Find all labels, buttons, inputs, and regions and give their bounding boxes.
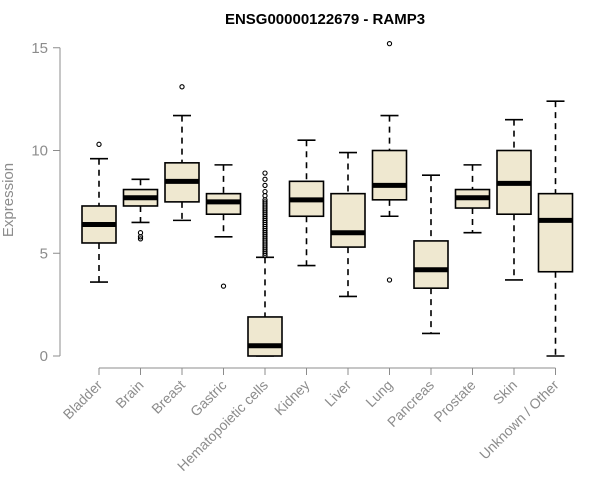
boxes-group [81, 40, 574, 357]
y-tick-label: 10 [31, 143, 48, 160]
chart-title: ENSG00000122679 - RAMP3 [225, 11, 425, 28]
box-hematopoietic-cells [247, 170, 283, 357]
box-skin [496, 118, 532, 281]
box-gastric [205, 164, 242, 289]
box-liver [330, 151, 366, 298]
y-axis-label: Expression [0, 163, 17, 237]
outlier-point [386, 277, 393, 283]
outlier-point [96, 141, 102, 147]
iqr-box [371, 149, 408, 201]
x-tick-label: Breast [148, 377, 188, 417]
iqr-box [247, 316, 283, 357]
y-axis: 0 5 10 15 [31, 40, 61, 365]
box-brain [122, 178, 159, 242]
box-pancreas [413, 174, 449, 335]
x-tick-label: Kidney [271, 377, 313, 419]
outlier-point [179, 84, 185, 90]
outlier-point [262, 188, 268, 195]
iqr-box [330, 192, 366, 248]
outlier-point [137, 236, 144, 242]
y-tick-label: 15 [31, 40, 48, 57]
x-tick-label: Liver [321, 377, 354, 410]
outlier-point [262, 182, 268, 189]
x-tick-label: Brain [112, 377, 146, 411]
x-tick-label: Lung [362, 377, 395, 410]
outlier-point [137, 234, 144, 240]
outlier-point [262, 176, 268, 182]
outlier-point [262, 170, 268, 176]
outlier-point [386, 40, 393, 47]
x-tick-label: Bladder [60, 377, 106, 423]
iqr-box [413, 240, 449, 289]
box-breast [164, 84, 200, 222]
box-bladder [81, 141, 117, 283]
y-tick-label: 5 [40, 245, 48, 262]
box-prostate [454, 164, 491, 234]
box-unknown-other [537, 100, 574, 357]
box-kidney [288, 139, 325, 267]
x-tick-label: Prostate [430, 377, 478, 425]
iqr-box [537, 192, 574, 273]
y-tick-label: 0 [40, 348, 48, 365]
outlier-point [220, 283, 227, 289]
outlier-point [262, 199, 268, 205]
x-tick-label: Skin [490, 377, 521, 408]
box-lung [371, 40, 408, 283]
x-tick-label: Unknown / Other [476, 377, 562, 463]
